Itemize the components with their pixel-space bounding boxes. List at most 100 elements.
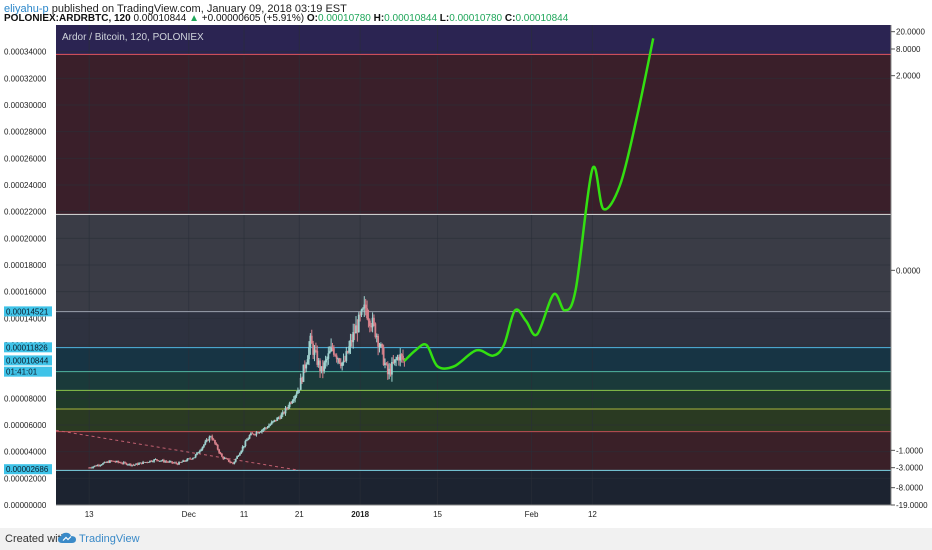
candle-body xyxy=(143,461,146,463)
candle-body xyxy=(323,362,326,371)
candle-body xyxy=(363,304,366,309)
fib-zone xyxy=(56,409,891,432)
candle-body xyxy=(381,344,384,348)
candle-body xyxy=(229,461,232,463)
candle-body xyxy=(355,325,357,334)
candle-body xyxy=(187,458,190,460)
published-text: published on TradingView.com, January 09… xyxy=(51,3,347,15)
candle-body xyxy=(129,463,132,466)
price-badge[interactable] xyxy=(4,355,52,366)
candle-body xyxy=(254,434,256,436)
candle-body xyxy=(132,464,135,466)
fib-zone xyxy=(56,470,891,505)
right-axis[interactable]: 20.0000 8.0000 2.0000 0.0000 -1.0000 -3.0000 -… xyxy=(890,25,928,510)
candle-body xyxy=(103,462,106,464)
candle-body xyxy=(146,462,149,463)
candle-body xyxy=(265,427,268,429)
candle-body xyxy=(399,354,402,361)
fib-zone xyxy=(56,25,891,55)
right-axis-label: 8.0000 xyxy=(896,45,921,54)
price-badge[interactable] xyxy=(4,464,52,475)
price-badge[interactable] xyxy=(4,306,52,317)
candle-body xyxy=(302,364,305,382)
candle-body xyxy=(313,349,316,355)
candle-body xyxy=(117,461,120,463)
candle-body xyxy=(272,421,274,423)
candle-body xyxy=(154,459,157,460)
candle-body xyxy=(283,412,286,414)
candle-body xyxy=(247,438,250,441)
candle-body xyxy=(191,458,194,460)
candle-body xyxy=(250,433,252,436)
price-badge[interactable] xyxy=(4,366,52,377)
candle-body xyxy=(203,444,205,447)
right-axis-label: 20.0000 xyxy=(896,28,925,37)
tradingview-brand[interactable]: TradingView xyxy=(79,533,140,545)
time-axis[interactable]: 13 Dec 11 21 2018 15 Feb 12 xyxy=(56,504,891,519)
candle-body xyxy=(360,309,363,315)
trendline[interactable] xyxy=(55,429,300,471)
candle-body xyxy=(142,461,144,464)
ohlc-header: POLONIEX:ARDRBTC, 120 0.00010844 ▲ +0.00… xyxy=(4,13,568,24)
y-tick-label: 0.00006000 xyxy=(4,421,47,430)
candle-body xyxy=(373,317,375,324)
close-label: C: xyxy=(504,13,516,24)
candle-body xyxy=(359,314,362,316)
candle-body xyxy=(121,463,124,465)
projection-line[interactable] xyxy=(403,38,655,370)
x-tick-label: 11 xyxy=(240,510,249,519)
candle-body xyxy=(279,417,281,419)
candle-body xyxy=(162,460,165,462)
candle-body xyxy=(236,456,239,459)
candle-body xyxy=(200,449,203,451)
candle-body xyxy=(113,460,115,462)
candle-body xyxy=(375,335,378,337)
right-axis-label: -19.0000 xyxy=(896,501,928,510)
candle-body xyxy=(161,460,164,461)
candle-body xyxy=(382,347,385,365)
candle-body xyxy=(160,460,162,462)
candle-body xyxy=(371,317,374,328)
y-tick-label: 0.00024000 xyxy=(4,181,47,190)
y-tick-label: 0.00022000 xyxy=(4,208,47,217)
candle-body xyxy=(294,395,297,400)
candle-body xyxy=(128,463,131,465)
candle-body xyxy=(243,445,245,447)
fib-zone xyxy=(56,390,891,409)
low-value: 0.00010780 xyxy=(449,13,503,24)
candle-body xyxy=(245,440,248,442)
candle-body xyxy=(180,461,183,463)
candle-body xyxy=(125,462,128,465)
candle-body xyxy=(251,433,254,435)
candle-body xyxy=(305,364,308,369)
candle-body xyxy=(115,461,118,462)
candle-body xyxy=(107,461,110,463)
price-badge[interactable] xyxy=(4,342,52,353)
candle-body xyxy=(270,422,273,425)
y-tick-label: 0.00016000 xyxy=(4,288,47,297)
candle-body xyxy=(350,339,353,343)
candle-body xyxy=(273,419,276,422)
candle-body xyxy=(379,344,382,347)
candle-body xyxy=(207,439,209,441)
candle-body xyxy=(388,368,391,375)
chart-title: Ardor / Bitcoin, 120, POLONIEX xyxy=(62,32,204,43)
candle-body xyxy=(219,452,222,454)
candle-body xyxy=(89,467,92,469)
price-chart[interactable]: Ardor / Bitcoin, 120, POLONIEX 0.0000000… xyxy=(0,25,932,526)
fib-zones xyxy=(56,25,891,505)
candle-body xyxy=(312,343,315,355)
author-link[interactable]: eliyahu-p xyxy=(4,3,49,15)
candle-body xyxy=(96,465,99,467)
fib-levels xyxy=(56,53,891,471)
candle-body xyxy=(287,407,290,409)
candle-body xyxy=(102,463,104,465)
candle-body xyxy=(274,419,277,421)
candle-body xyxy=(316,350,319,365)
candle-body xyxy=(233,461,236,464)
candle-body xyxy=(391,362,393,375)
candle-body xyxy=(386,364,389,375)
candle-body xyxy=(317,360,320,365)
candle-body xyxy=(364,304,367,309)
y-tick-label: 0.00030000 xyxy=(4,101,47,110)
